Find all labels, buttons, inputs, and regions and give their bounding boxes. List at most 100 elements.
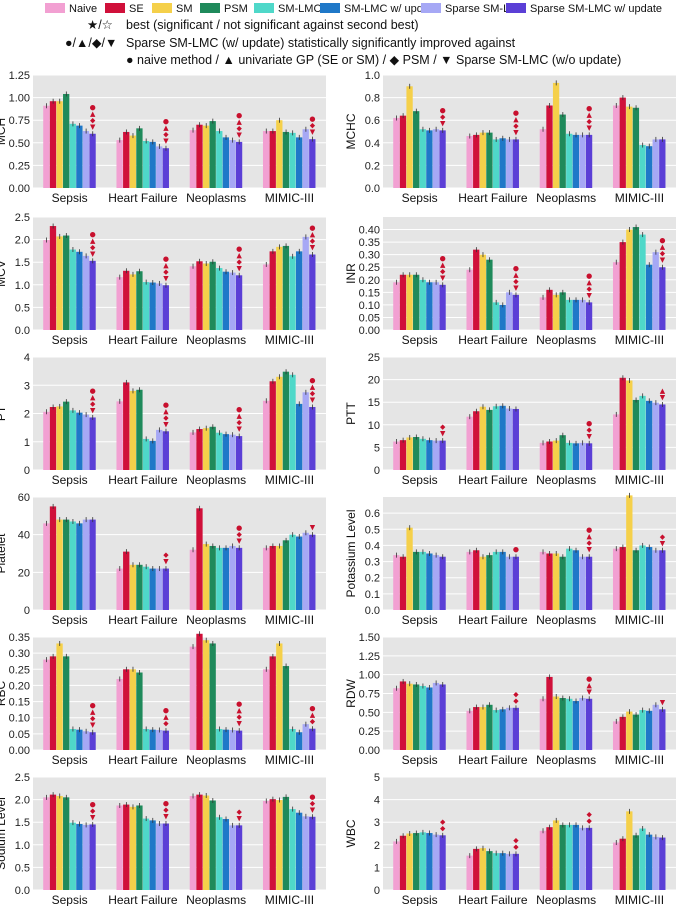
bar: [282, 371, 290, 470]
bar: [572, 550, 580, 610]
bar: [209, 643, 216, 750]
bar: [639, 234, 646, 330]
y-tick-label: 4: [24, 352, 30, 364]
bar: [49, 101, 57, 188]
bar: [156, 729, 163, 750]
significance-marker: ◆: [90, 243, 96, 251]
bar: [399, 556, 407, 610]
significance-marker: ▼: [237, 131, 243, 139]
y-tick-label: 1.0: [15, 840, 30, 852]
y-tick-label: 20: [368, 375, 380, 387]
bar: [406, 274, 413, 330]
note-marker-key: ● naive method / ▲ univariate GP (SE or …: [126, 53, 621, 67]
y-tick-label: 0.0: [365, 605, 380, 617]
bar: [486, 851, 493, 890]
legend-entry: SM-LMC: [254, 3, 321, 15]
significance-marker: ▼: [237, 425, 243, 433]
bar: [76, 412, 83, 470]
significance-marker: ▼: [163, 813, 169, 821]
bar: [209, 426, 216, 470]
bar: [659, 837, 666, 890]
bar: [632, 227, 640, 330]
bar: [645, 400, 653, 470]
bar: [539, 442, 547, 470]
bar: [466, 269, 473, 330]
bar: [413, 274, 420, 330]
bar: [419, 279, 426, 330]
y-tick-label: 1.00: [9, 93, 30, 105]
bar: [652, 252, 659, 330]
significance-marker: ●: [236, 111, 242, 119]
bar: [579, 698, 586, 750]
bar: [479, 556, 486, 610]
chart-panel-inr: 0.000.050.100.150.200.250.300.350.40 INR ▼…: [344, 217, 676, 347]
bar: [419, 551, 426, 610]
bar: [56, 236, 63, 330]
x-category-label: Neoplasms: [536, 333, 596, 347]
y-tick-label: 0: [374, 885, 380, 897]
significance-marker: ▲: [163, 261, 169, 269]
bar: [426, 440, 433, 470]
x-category-label: Sepsis: [402, 191, 438, 205]
bar: [466, 855, 473, 890]
bar: [295, 732, 303, 750]
bar: [393, 688, 400, 750]
y-tick-label: 1.50: [359, 632, 380, 644]
x-category-label: MIMIC-III: [265, 893, 314, 906]
bar: [89, 417, 96, 470]
significance-marker: ●: [163, 800, 169, 808]
bar: [129, 135, 136, 188]
y-tick-label: 2.0: [15, 795, 30, 807]
y-tick-label: 60: [18, 492, 30, 504]
bar: [612, 548, 620, 610]
bar: [189, 795, 197, 890]
bar: [585, 134, 593, 188]
bar: [566, 133, 573, 188]
x-category-label: Neoplasms: [186, 893, 246, 906]
significance-marker: ▲: [90, 708, 96, 716]
bar: [492, 551, 500, 610]
y-tick-label: 0.15: [359, 287, 380, 299]
bar: [473, 134, 480, 188]
bar: [546, 553, 553, 610]
bar: [142, 566, 150, 610]
bar: [439, 130, 446, 188]
significance-marker: ◆: [310, 237, 316, 245]
bar: [413, 684, 420, 750]
bar: [639, 395, 646, 470]
bar: [466, 136, 473, 188]
legend-label: Sparse SM-LMC w/ update: [530, 3, 662, 15]
y-tick-label: 0.15: [9, 697, 30, 709]
bar: [639, 545, 646, 610]
significance-marker: ◆: [660, 250, 666, 258]
bar: [116, 805, 123, 890]
significance-marker: ▼: [440, 274, 446, 282]
y-axis-label: MCV: [0, 260, 8, 287]
y-tick-label: 0.2: [365, 573, 380, 585]
significance-marker: ▲: [660, 387, 666, 395]
bar: [492, 139, 500, 188]
bar: [202, 428, 210, 470]
bar: [486, 555, 493, 610]
y-tick-label: 0.00: [9, 745, 30, 757]
y-axis-label: Sodium Level: [0, 797, 8, 870]
x-category-label: Heart Failure: [458, 613, 528, 627]
bar: [645, 710, 653, 750]
bar: [512, 556, 519, 610]
significance-marker: ▲: [513, 271, 519, 279]
bar: [302, 532, 309, 610]
bar: [289, 534, 296, 610]
bar: [479, 848, 486, 890]
bar: [619, 97, 626, 188]
significance-marker: ◆: [163, 131, 169, 139]
bar: [466, 551, 473, 610]
significance-marker: ▼: [310, 524, 316, 532]
bar: [162, 568, 169, 610]
y-tick-label: 2.0: [15, 235, 30, 247]
bar: [492, 853, 500, 890]
bar: [149, 820, 156, 890]
bar: [269, 251, 276, 330]
significance-marker: ▲: [237, 412, 243, 420]
